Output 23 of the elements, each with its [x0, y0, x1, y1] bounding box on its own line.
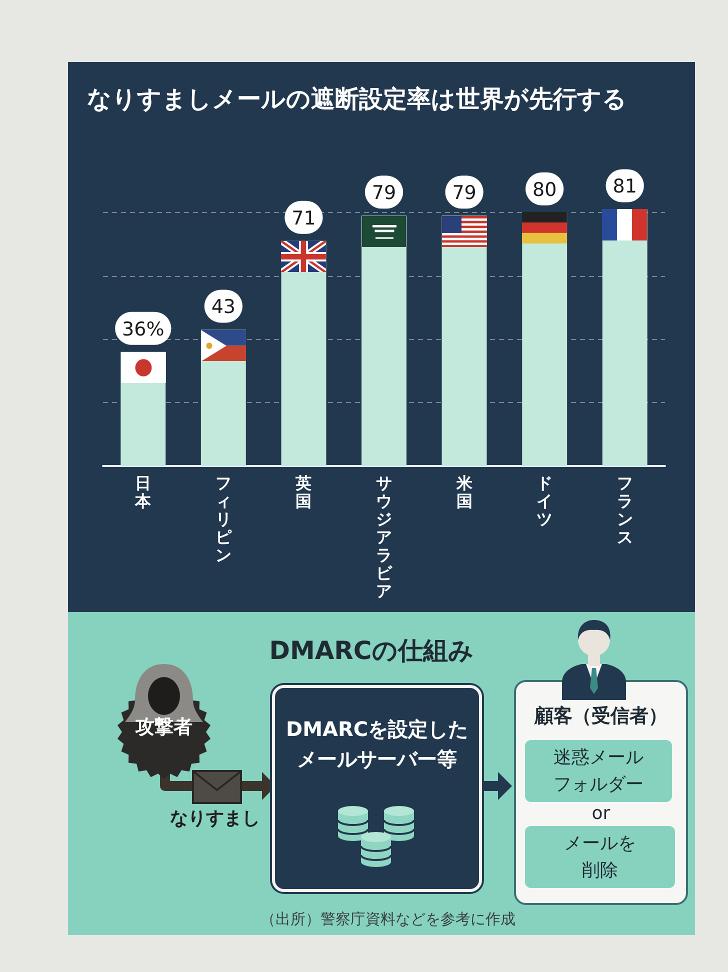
- x-tick-label: ドイツ: [536, 474, 553, 528]
- text: or: [590, 803, 612, 825]
- data-label: 43: [211, 296, 236, 318]
- text: DMARCの仕組み: [268, 635, 475, 667]
- x-tick-label: フランス: [616, 474, 633, 546]
- x-tick-label: 日本: [134, 474, 152, 510]
- text: 攻撃者: [134, 716, 194, 738]
- data-label: 36%: [122, 318, 164, 340]
- chart-title: なりすましメールの遮断設定率は世界が先行する: [87, 85, 627, 113]
- x-tick-label: 英国: [294, 474, 312, 510]
- text: なりすまし: [169, 808, 261, 830]
- data-label: 71: [292, 207, 316, 230]
- data-label: 80: [532, 178, 557, 201]
- text: メールを削除: [563, 832, 637, 883]
- x-tick-label: 米国: [455, 474, 474, 510]
- text: （出所）警察庁資料などを参考に作成: [260, 909, 516, 929]
- data-label: 79: [372, 182, 396, 204]
- text: 顧客（受信者）: [533, 704, 668, 728]
- data-label: 79: [452, 182, 476, 204]
- x-tick-label: サウジアラビア: [376, 474, 393, 600]
- x-tick-label: フィリピン: [215, 474, 232, 564]
- data-label: 81: [612, 176, 637, 198]
- text: DMARCを設定したメールサーバー等: [284, 716, 470, 773]
